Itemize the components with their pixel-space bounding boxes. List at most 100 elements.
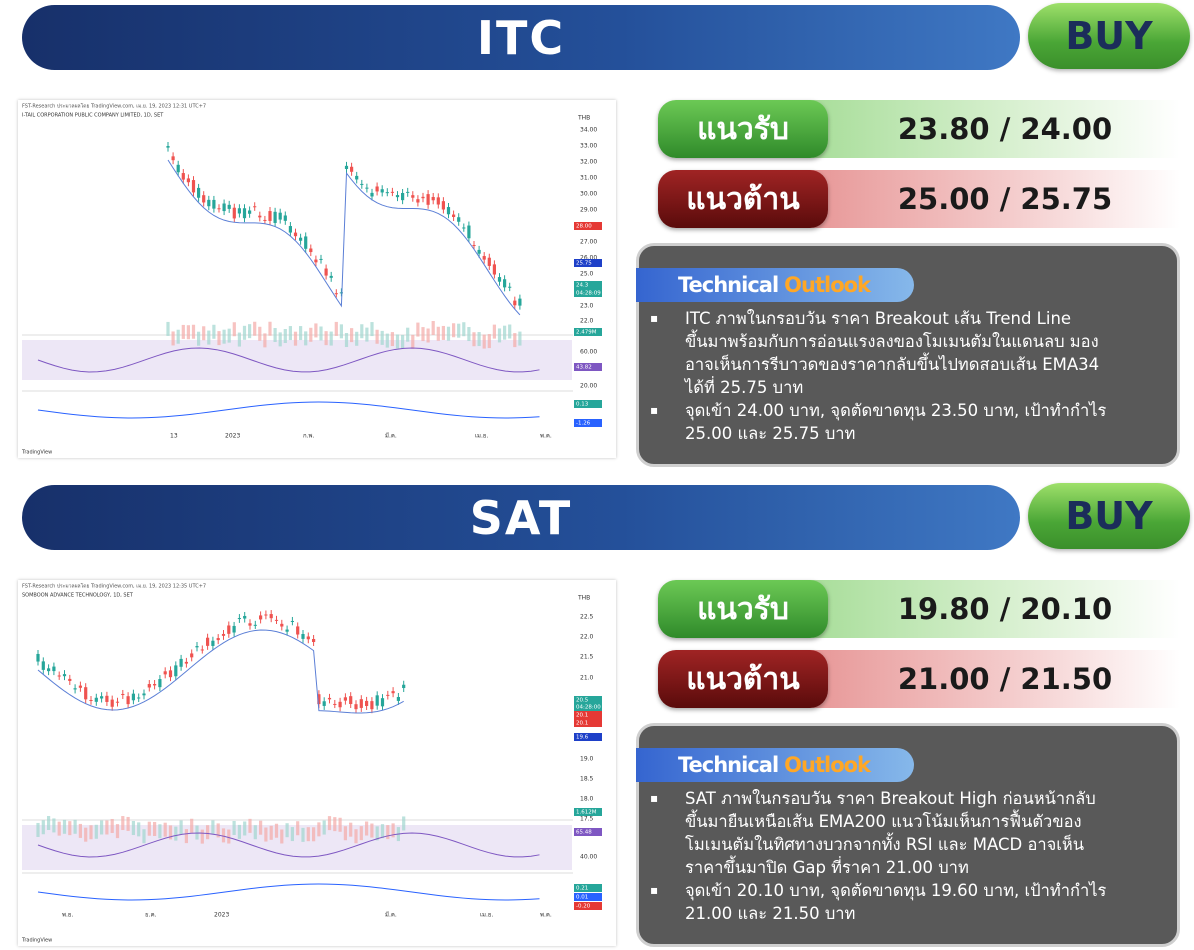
volume-bar — [68, 821, 72, 836]
volume-bar — [293, 331, 298, 346]
time-label: 2023 — [214, 912, 229, 919]
outlook-text: ขึ้นมาพร้อมกับการอ่อนแรงลงของโมเมนตัมในแ… — [685, 332, 1099, 351]
price-tick: 27.00 — [580, 239, 597, 246]
candle-body — [232, 625, 236, 633]
volume-bar — [191, 324, 196, 339]
candle-body — [253, 624, 257, 626]
volume-bar — [296, 821, 300, 836]
price-tag — [574, 222, 602, 230]
candle-body — [115, 701, 120, 703]
volume-bar — [333, 817, 337, 832]
candle-body — [227, 204, 231, 209]
volume-bar — [462, 322, 466, 337]
price-tick: 22.5 — [580, 614, 594, 621]
candle-body — [258, 215, 262, 218]
resistance-label: แนวต้าน — [658, 650, 828, 708]
candle-body — [110, 699, 114, 707]
candle-body — [472, 245, 476, 247]
indicator-tick: 20.00 — [580, 383, 597, 390]
volume-bar — [355, 331, 359, 346]
candle-body — [94, 697, 98, 702]
bullet-marker: ▪ — [650, 791, 659, 805]
price-tag — [574, 289, 602, 297]
price-tick: 31.00 — [580, 175, 597, 182]
volume-bar — [248, 818, 252, 833]
candle-body — [416, 199, 420, 203]
volume-bar — [472, 332, 476, 347]
price-tag-text: 2.479M — [576, 330, 597, 336]
volume-bar — [263, 333, 267, 348]
candle-body — [283, 215, 287, 221]
candle-body — [360, 183, 364, 185]
candle-body — [253, 206, 257, 208]
candle-body — [211, 640, 215, 646]
time-label: มี.ค. — [385, 432, 397, 440]
time-label: พ.ย. — [62, 912, 73, 919]
candle-body — [268, 211, 272, 221]
candle-body — [52, 666, 56, 672]
volume-bar — [181, 324, 185, 339]
time-label: พ.ค. — [540, 433, 552, 440]
volume-bar — [365, 821, 369, 836]
macd-line — [37, 401, 540, 419]
price-tag — [574, 711, 602, 719]
candle-body — [339, 292, 343, 294]
outlook-text: จุดเข้า 24.00 บาท, จุดตัดขาดทุน 23.50 บา… — [685, 401, 1107, 420]
volume-bar — [217, 331, 221, 346]
volume-bar — [184, 829, 188, 844]
candle-body — [243, 615, 247, 619]
candle-body — [365, 700, 369, 706]
candle-body — [386, 694, 390, 696]
candle-body — [436, 197, 440, 205]
price-tag-text: 04:28:09 — [576, 291, 601, 297]
candle-body — [197, 187, 201, 198]
time-label: มี.ค. — [385, 911, 397, 919]
bullet-marker: ▪ — [650, 311, 659, 325]
volume-bar — [446, 326, 451, 341]
volume-bar — [253, 321, 257, 336]
price-tag-text: 20.1 — [576, 713, 588, 719]
currency: THB — [577, 115, 590, 122]
volume-bar — [100, 820, 104, 835]
candle-body — [309, 248, 313, 253]
price-tag — [574, 808, 602, 816]
volume-bar — [36, 822, 40, 837]
volume-bar — [195, 825, 199, 840]
volume-bar — [171, 331, 175, 346]
price-tag — [574, 281, 602, 289]
candle-body — [350, 166, 354, 172]
volume-bar — [309, 327, 313, 342]
candle-body — [259, 615, 263, 620]
chart-header: FST-Research ประมวลผลโดย TradingView.com… — [22, 103, 206, 110]
candle-body — [503, 279, 507, 288]
volume-bar — [324, 331, 328, 346]
volume-bar — [269, 825, 273, 840]
candle-body — [202, 195, 206, 203]
candle-body — [184, 661, 188, 664]
price-tag-text: 20.1 — [576, 721, 588, 727]
resistance-value: 25.00 / 25.75 — [760, 170, 1180, 228]
volume-bar — [89, 825, 93, 840]
chart-header: FST-Research ประมวลผลโดย TradingView.com… — [22, 583, 206, 590]
price-tick: 33.00 — [580, 143, 597, 150]
volume-bar — [47, 816, 51, 831]
volume-bar — [436, 326, 440, 341]
volume-bar — [259, 820, 263, 835]
support-value: 19.80 / 20.10 — [760, 580, 1180, 638]
candle-body — [322, 701, 326, 706]
candle-body — [288, 226, 292, 233]
volume-bar — [115, 824, 120, 839]
candle-body — [147, 684, 151, 688]
chart-image: FST-Research ประมวลผลโดย TradingView.com… — [18, 100, 616, 458]
volume-bar — [385, 333, 389, 348]
volume-bar — [237, 332, 241, 347]
price-tick: 25.0 — [580, 271, 594, 278]
volume-bar — [147, 821, 151, 836]
price-tag-text: 0.21 — [576, 886, 588, 892]
volume-bar — [370, 823, 374, 838]
candle-body — [242, 208, 247, 219]
volume-bar — [285, 823, 289, 838]
volume-bar — [121, 816, 125, 831]
candle-body — [370, 192, 374, 197]
